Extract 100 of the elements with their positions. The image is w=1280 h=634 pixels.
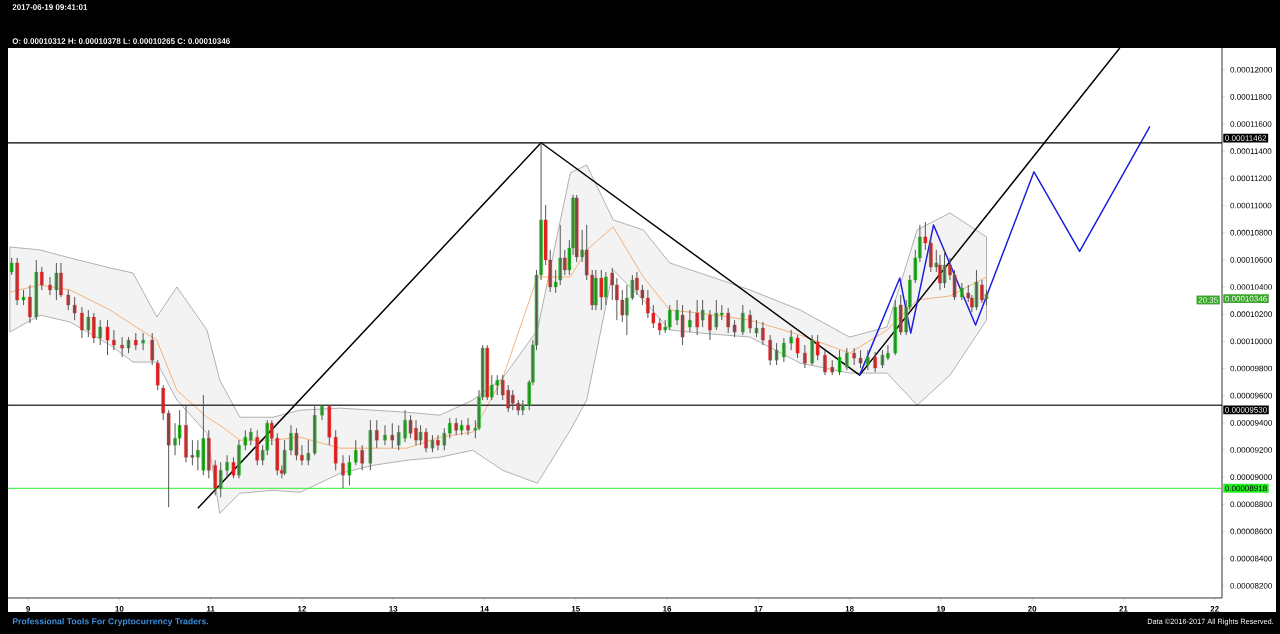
candlestick [695, 299, 699, 336]
x-tick-label: 19 [936, 606, 946, 612]
y-tick-label: 0.00008600 [1230, 528, 1272, 535]
candlestick [150, 332, 155, 366]
x-tick-label: 9 [26, 606, 31, 612]
y-tick-label: 0.00009600 [1230, 392, 1272, 399]
ref-line-label: 0.00011462 [1225, 135, 1267, 141]
y-tick-label: 0.00009800 [1230, 365, 1272, 372]
y-tick-label: 0.00011600 [1230, 121, 1272, 127]
candlestick [680, 304, 685, 346]
text: Professional Tools For Cryptocurrency Traders. [12, 617, 209, 627]
x-tick-label: 10 [115, 606, 124, 612]
candlestick [815, 334, 820, 361]
y-tick-label: 0.00010400 [1230, 284, 1272, 290]
text: 0.00010346 [1225, 295, 1267, 302]
annotation: 20:35 [1198, 297, 1218, 303]
y-tick-label: 0.00011000 [1230, 202, 1272, 209]
candlestick [563, 249, 567, 276]
candlestick [418, 424, 423, 446]
candlestick [368, 419, 373, 471]
candlestick [852, 347, 856, 366]
candlestick [667, 304, 672, 331]
line-series [858, 125, 1151, 376]
candlestick [768, 334, 772, 366]
candlestick [354, 439, 358, 466]
candlestick [21, 289, 26, 306]
candlestick [86, 309, 91, 338]
y-tick-label: 0.00010600 [1230, 257, 1272, 263]
candlestick [837, 349, 842, 376]
y-tick-label: 0.00011200 [1230, 175, 1272, 182]
text: O: 0.00010312 H: 0.00010378 L: 0.00010265 C: 0.00010346 [12, 38, 230, 44]
candlestick [396, 424, 401, 451]
candlestick [974, 269, 979, 311]
y-tick-label: 0.00010000 [1230, 338, 1272, 345]
candlestick [454, 417, 458, 436]
x-tick-label: 20 [1027, 606, 1037, 612]
y-tick-label: 0.00008200 [1230, 582, 1272, 589]
candlestick [789, 329, 793, 351]
candlestick [599, 269, 604, 311]
y-tick-label: 0.00011400 [1230, 148, 1272, 155]
chart-subtitle: 2017-06-19 09:41:01 [12, 4, 88, 10]
x-tick-label: 11 [206, 606, 215, 612]
candlestick [580, 229, 584, 263]
candlestick [810, 334, 814, 366]
candlestick [98, 319, 102, 346]
candlestick [858, 349, 863, 369]
candlestick [558, 224, 563, 286]
candlestick [830, 359, 835, 376]
candlestick [700, 299, 705, 328]
x-tick-label: 12 [297, 606, 307, 612]
y-tick-label: 0.00011800 [1230, 94, 1272, 100]
candlestick [795, 334, 800, 359]
candlestick [732, 319, 737, 338]
x-tick-label: 16 [663, 606, 672, 612]
candlestick [9, 257, 14, 276]
x-tick-label: 14 [480, 606, 489, 612]
x-tick-label: 17 [754, 606, 763, 612]
y-tick-label: 0.00010200 [1230, 311, 1272, 317]
candlestick [726, 307, 730, 334]
y-tick-label: 0.00009000 [1230, 474, 1272, 480]
candlestick [134, 332, 138, 351]
x-tick-label: 15 [571, 606, 580, 612]
candlestick [374, 419, 379, 449]
y-tick-label: 0.00009400 [1230, 419, 1272, 426]
candlestick [741, 304, 745, 336]
candlestick [485, 344, 489, 401]
candlestick [754, 319, 759, 338]
candlestick [942, 249, 947, 289]
candlestick [155, 359, 160, 391]
y-tick-label: 0.00009200 [1230, 447, 1272, 453]
candlestick [92, 312, 96, 344]
candlestick [190, 439, 195, 466]
candlestick [34, 259, 39, 321]
x-tick-label: 18 [845, 606, 854, 612]
y-tick-label: 0.00008800 [1230, 501, 1272, 508]
candlestick [574, 194, 579, 263]
candlestick [105, 319, 110, 356]
candlestick [390, 422, 395, 449]
candlestick [218, 461, 223, 498]
y-tick-label: 0.00010800 [1230, 229, 1272, 236]
y-tick-label: 0.00012000 [1230, 66, 1272, 73]
ref-line-label: 0.00009530 [1225, 407, 1267, 413]
candlestick [594, 269, 598, 311]
candlestick [40, 266, 44, 291]
candlestick [459, 419, 464, 436]
candlestick [774, 342, 779, 366]
x-tick-label: 22 [1210, 606, 1219, 612]
candlestick [126, 336, 131, 354]
candlestick [521, 399, 525, 416]
candlestick [430, 434, 435, 453]
candlestick [893, 299, 898, 356]
x-tick-label: 13 [389, 606, 398, 612]
candlestick [213, 459, 217, 496]
ref-line-label: 0.00008918 [1225, 485, 1267, 492]
candlestick [553, 269, 558, 294]
candlestick [898, 294, 903, 336]
candlestick [873, 351, 877, 373]
candlestick [231, 456, 236, 479]
y-tick-label: 0.00008400 [1230, 555, 1272, 562]
candlestick [54, 262, 59, 301]
